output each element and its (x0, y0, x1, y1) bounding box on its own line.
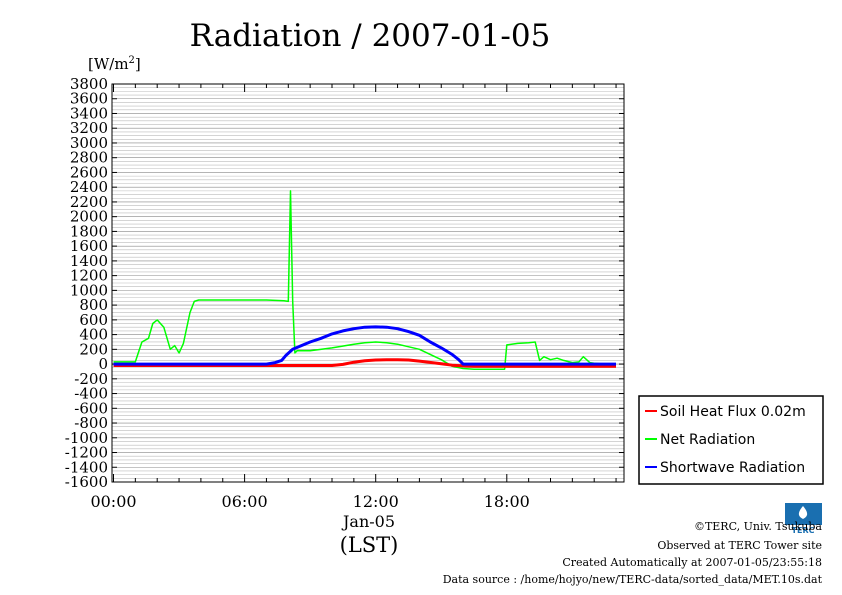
y-tick-label: -800 (74, 414, 108, 432)
y-tick-label: 1800 (70, 222, 108, 240)
series-line-shortwave-radiation (113, 325, 616, 366)
credit-line-1: ©TERC, Univ. Tsukuba (694, 520, 822, 533)
legend-label-net-radiation: Net Radiation (660, 432, 755, 448)
legend-label-soil-heat-flux: Soil Heat Flux 0.02m (660, 404, 806, 420)
y-tick-label: 0 (98, 355, 108, 373)
chart-title: Radiation / 2007-01-05 (190, 18, 551, 54)
series-line-soil-heat-flux-0-02m (113, 358, 616, 368)
y-unit-label: [W/m2] (88, 55, 141, 73)
credit-line-4: Data source : /home/hojyo/new/TERC-data/… (443, 573, 823, 586)
y-tick-label: -1400 (65, 458, 108, 476)
y-tick-label: -1000 (65, 429, 108, 447)
x-axis-ticks: 00:00 06:00 12:00 18:00 (90, 84, 617, 511)
y-tick-label: 2400 (70, 178, 108, 196)
logo-drop-icon (798, 506, 808, 519)
y-tick-label: 1000 (70, 281, 108, 299)
y-tick-label: 400 (79, 326, 108, 344)
legend-label-shortwave-radiation: Shortwave Radiation (660, 460, 805, 476)
grid-lines (112, 83, 624, 483)
y-tick-label: 1200 (70, 267, 108, 285)
y-tick-label: 2800 (70, 149, 108, 167)
y-tick-label: 2000 (70, 208, 108, 226)
logo-text: TERC (792, 526, 815, 535)
y-tick-label: 3000 (70, 134, 108, 152)
y-tick-label: 600 (79, 311, 108, 329)
series-line-net-radiation (113, 190, 617, 370)
y-axis-ticks: 3800360034003200300028002600240022002000… (65, 75, 624, 491)
x-tick-label: 00:00 (90, 492, 136, 511)
legend-box (638, 395, 824, 485)
x-date-label: Jan-05 (341, 512, 395, 531)
credit-line-2: Observed at TERC Tower site (657, 539, 822, 552)
y-tick-label: 800 (79, 296, 108, 314)
y-tick-label: 3800 (70, 75, 108, 93)
x-tick-label: 12:00 (353, 492, 399, 511)
y-tick-label: -200 (74, 370, 108, 388)
y-tick-label: -1200 (65, 444, 108, 462)
series-lines (113, 190, 617, 370)
y-tick-label: 3400 (70, 104, 108, 122)
y-tick-label: -400 (74, 385, 108, 403)
plot-frame (111, 83, 625, 483)
y-tick-label: 1600 (70, 237, 108, 255)
y-tick-label: 3200 (70, 119, 108, 137)
legend: Soil Heat Flux 0.02m Net Radiation Short… (638, 395, 824, 485)
y-tick-label: 2600 (70, 163, 108, 181)
y-tick-label: -600 (74, 399, 108, 417)
y-tick-label: 1400 (70, 252, 108, 270)
terc-logo: TERC (785, 503, 822, 535)
y-tick-label: 2200 (70, 193, 108, 211)
y-tick-label: 200 (79, 340, 108, 358)
x-axis-label: (LST) (340, 533, 399, 557)
y-tick-label: 3600 (70, 90, 108, 108)
x-tick-label: 18:00 (484, 492, 530, 511)
y-tick-label: -1600 (65, 473, 108, 491)
x-tick-label: 06:00 (222, 492, 268, 511)
credit-line-3: Created Automatically at 2007-01-05/23:5… (562, 556, 822, 569)
